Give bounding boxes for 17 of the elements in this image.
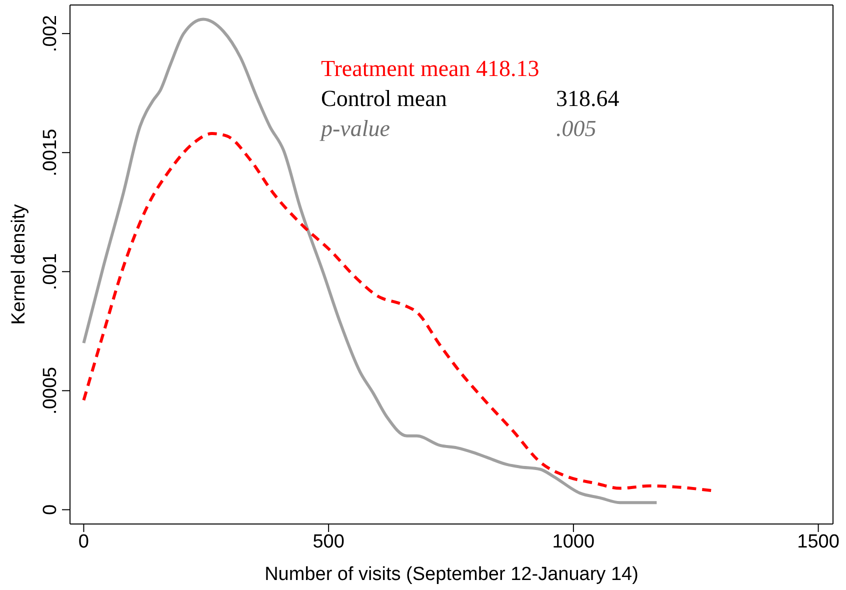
annotation: p-value [321, 116, 390, 142]
y-tick-label: .0015 [40, 128, 61, 176]
y-axis-title: Kernel density [8, 204, 30, 325]
x-axis-title: Number of visits (September 12-January 14) [264, 564, 638, 585]
x-tick-label: 1000 [552, 531, 595, 552]
x-tick-label: 1500 [797, 531, 840, 552]
y-tick-label: .001 [40, 253, 61, 290]
x-tick-label: 0 [78, 531, 89, 552]
annotation: Control mean [321, 86, 447, 112]
x-tick-label: 500 [312, 531, 344, 552]
annotation: Treatment mean 418.13 [321, 56, 540, 82]
y-tick-label: 0 [40, 504, 61, 516]
y-tick-label: .0005 [40, 366, 61, 414]
annotation: 318.64 [556, 86, 620, 112]
y-tick-label: .002 [40, 15, 61, 52]
line-series [82, 18, 658, 504]
annotation: .005 [556, 116, 596, 142]
